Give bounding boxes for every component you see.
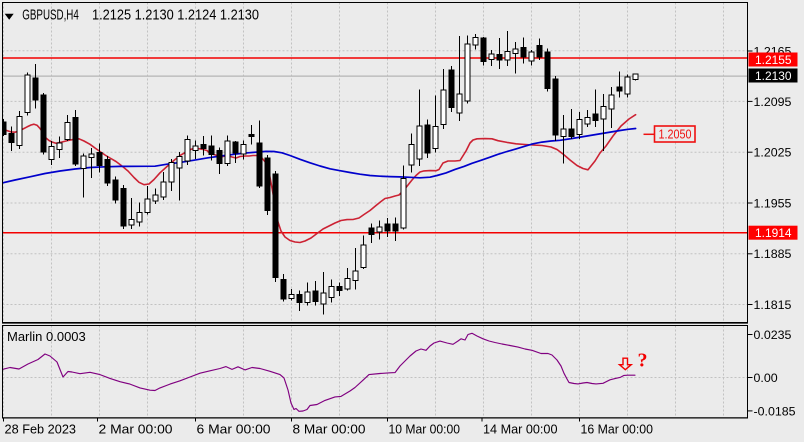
svg-text:1.2155: 1.2155 xyxy=(755,53,792,67)
svg-text:1.2050: 1.2050 xyxy=(659,128,692,142)
svg-text:1.1914: 1.1914 xyxy=(755,226,792,240)
svg-text:GBPUSD,H4: GBPUSD,H4 xyxy=(22,7,79,23)
svg-text:1.1815: 1.1815 xyxy=(754,298,792,312)
svg-text:2 Mar 00:00: 2 Mar 00:00 xyxy=(99,422,173,437)
svg-text:1.1955: 1.1955 xyxy=(754,196,792,210)
svg-text:1.2095: 1.2095 xyxy=(754,95,792,109)
svg-text:?: ? xyxy=(638,350,648,372)
svg-text:16 Mar 00:00: 16 Mar 00:00 xyxy=(581,422,654,437)
svg-text:8 Mar 00:00: 8 Mar 00:00 xyxy=(293,422,366,437)
svg-text:10 Mar 00:00: 10 Mar 00:00 xyxy=(389,422,461,437)
svg-text:1.2025: 1.2025 xyxy=(754,146,792,160)
svg-text:1.2130: 1.2130 xyxy=(755,69,792,83)
svg-text:0.00: 0.00 xyxy=(754,371,778,385)
svg-text:1.1885: 1.1885 xyxy=(754,247,792,261)
svg-text:1.2125 1.2130 1.2124 1.2130: 1.2125 1.2130 1.2124 1.2130 xyxy=(92,7,259,23)
svg-text:28 Feb 2023: 28 Feb 2023 xyxy=(5,422,77,437)
svg-text:Marlin 0.0003: Marlin 0.0003 xyxy=(7,329,86,344)
svg-text:6 Mar 00:00: 6 Mar 00:00 xyxy=(197,422,271,437)
svg-text:-0.0185: -0.0185 xyxy=(754,404,796,418)
svg-text:14 Mar 00:00: 14 Mar 00:00 xyxy=(483,422,558,437)
svg-text:0.0235: 0.0235 xyxy=(754,328,792,342)
